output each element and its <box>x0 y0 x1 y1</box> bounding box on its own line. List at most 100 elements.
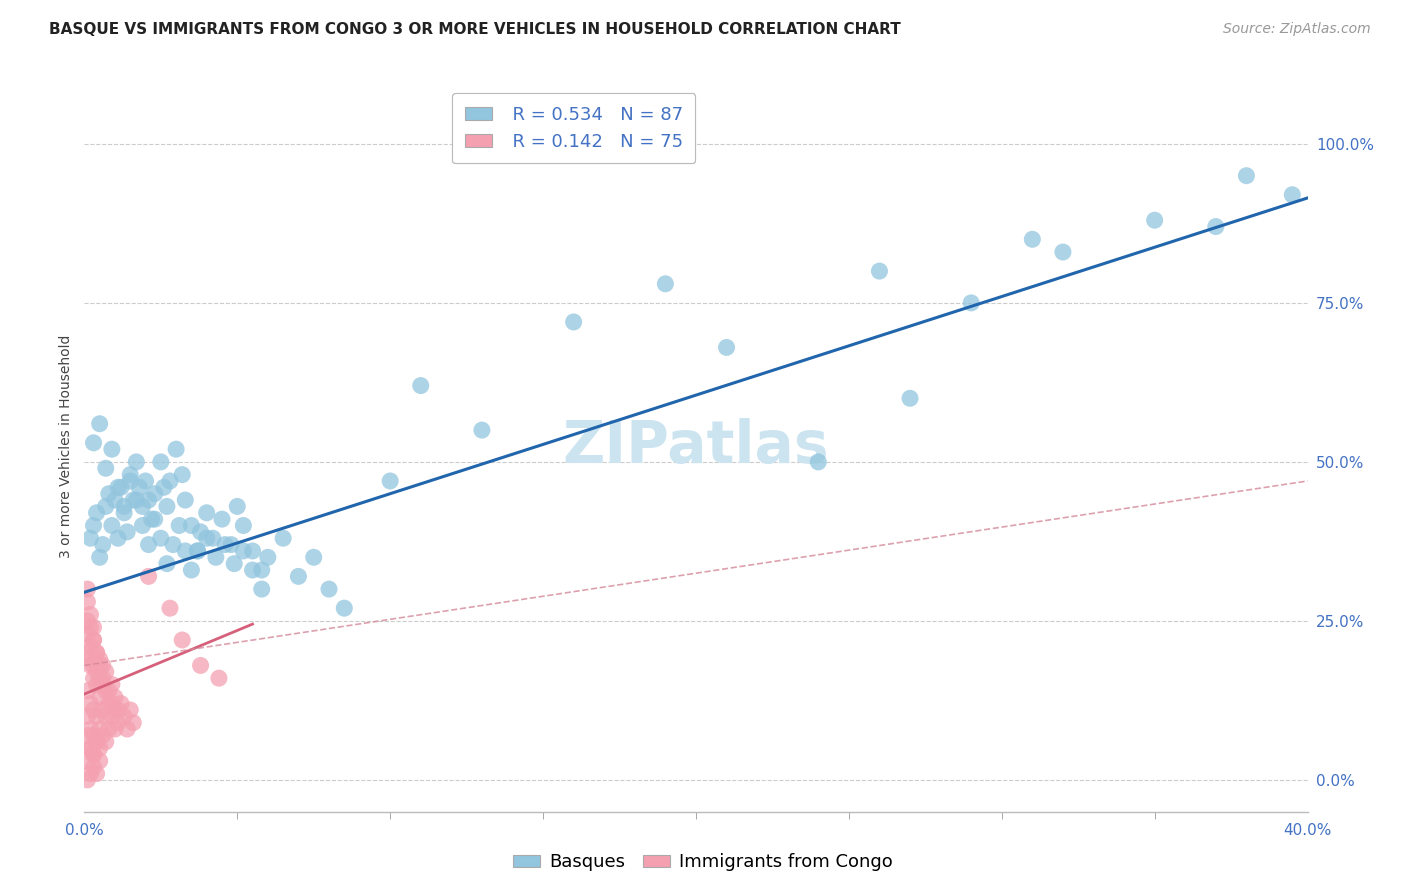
Point <box>101 697 124 711</box>
Point <box>89 550 111 565</box>
Point <box>318 582 340 596</box>
Point <box>186 544 208 558</box>
Point <box>112 500 135 514</box>
Text: Source: ZipAtlas.com: Source: ZipAtlas.com <box>1223 22 1371 37</box>
Y-axis label: 3 or more Vehicles in Household: 3 or more Vehicles in Household <box>59 334 73 558</box>
Point <box>162 538 184 552</box>
Point <box>83 518 105 533</box>
Point <box>141 512 163 526</box>
Point <box>79 722 101 736</box>
Point <box>79 652 101 666</box>
Point <box>86 766 108 780</box>
Point <box>86 709 108 723</box>
Point <box>208 671 231 685</box>
Point <box>91 703 114 717</box>
Point <box>131 518 153 533</box>
Point <box>232 518 254 533</box>
Point <box>101 442 124 457</box>
Point <box>89 754 111 768</box>
Point <box>409 378 432 392</box>
Point <box>180 518 202 533</box>
Point <box>1205 219 1227 234</box>
Point <box>79 741 101 756</box>
Point <box>86 646 108 660</box>
Point <box>380 474 402 488</box>
Point <box>224 557 246 571</box>
Point <box>115 524 138 539</box>
Point <box>79 640 101 654</box>
Point <box>79 697 101 711</box>
Point <box>83 747 105 762</box>
Point <box>79 741 101 756</box>
Point <box>79 607 101 622</box>
Point <box>97 697 120 711</box>
Point <box>186 544 208 558</box>
Point <box>115 722 138 736</box>
Point <box>91 728 114 742</box>
Point <box>869 264 891 278</box>
Point <box>86 677 108 691</box>
Point <box>190 658 212 673</box>
Point <box>76 626 98 640</box>
Point <box>76 614 98 628</box>
Point <box>180 563 202 577</box>
Text: BASQUE VS IMMIGRANTS FROM CONGO 3 OR MORE VEHICLES IN HOUSEHOLD CORRELATION CHAR: BASQUE VS IMMIGRANTS FROM CONGO 3 OR MOR… <box>49 22 901 37</box>
Point <box>1143 213 1166 227</box>
Point <box>205 550 228 565</box>
Point <box>110 697 132 711</box>
Point <box>83 658 105 673</box>
Point <box>807 455 830 469</box>
Point <box>159 601 181 615</box>
Point <box>125 493 148 508</box>
Point <box>156 557 179 571</box>
Point <box>174 544 197 558</box>
Point <box>128 480 150 494</box>
Point <box>112 709 135 723</box>
Point <box>172 467 194 482</box>
Point <box>107 703 129 717</box>
Point <box>1052 245 1074 260</box>
Point <box>86 735 108 749</box>
Point <box>131 500 153 514</box>
Point <box>89 671 111 685</box>
Point <box>83 747 105 762</box>
Point <box>195 506 218 520</box>
Point <box>86 735 108 749</box>
Point <box>94 665 117 679</box>
Point <box>172 632 194 647</box>
Point <box>91 658 114 673</box>
Point <box>107 531 129 545</box>
Point <box>138 569 160 583</box>
Point <box>76 772 98 787</box>
Point <box>195 531 218 545</box>
Point <box>242 544 264 558</box>
Point <box>125 455 148 469</box>
Point <box>257 550 280 565</box>
Point <box>174 493 197 508</box>
Point <box>76 754 98 768</box>
Point <box>89 652 111 666</box>
Point <box>104 722 127 736</box>
Point <box>101 677 124 691</box>
Point <box>149 531 172 545</box>
Point <box>159 474 181 488</box>
Text: ZIPatlas: ZIPatlas <box>562 417 830 475</box>
Point <box>101 709 124 723</box>
Point <box>138 538 160 552</box>
Point <box>1281 187 1303 202</box>
Point <box>716 340 738 354</box>
Point <box>120 703 142 717</box>
Point <box>89 722 111 736</box>
Point <box>214 538 236 552</box>
Point <box>201 531 224 545</box>
Point <box>110 480 132 494</box>
Point <box>143 486 166 500</box>
Point <box>101 518 124 533</box>
Point <box>211 512 233 526</box>
Legend: Basques, Immigrants from Congo: Basques, Immigrants from Congo <box>506 847 900 879</box>
Point <box>91 671 114 685</box>
Point <box>76 646 98 660</box>
Point <box>97 684 120 698</box>
Point <box>76 709 98 723</box>
Point <box>122 493 145 508</box>
